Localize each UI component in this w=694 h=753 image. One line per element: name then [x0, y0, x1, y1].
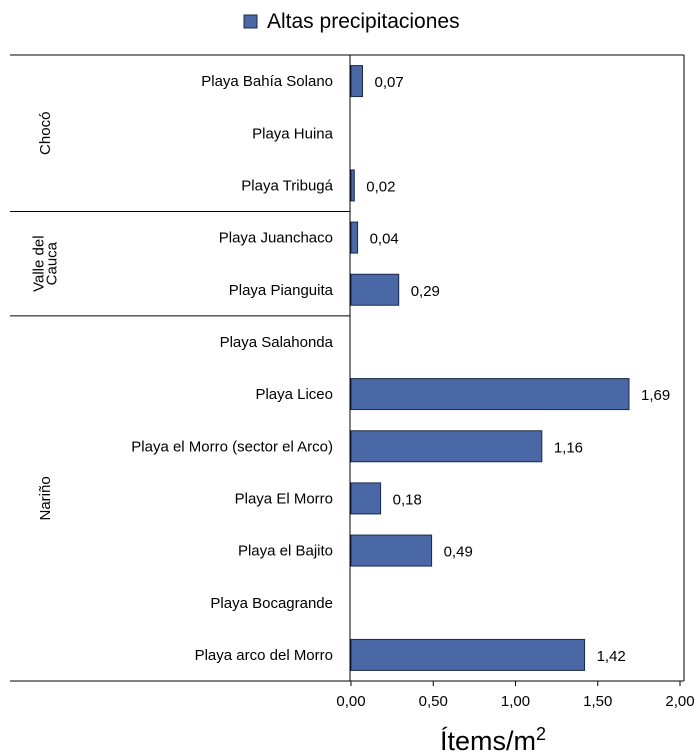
- data-labels: 0,07 0,02 0,04 0,29 1,69 1,16 0,18 0,49 1,42: [366, 74, 670, 665]
- data-label: 0,07: [375, 74, 404, 91]
- legend-swatch: [243, 14, 258, 29]
- group-label: Valle del: [31, 235, 48, 291]
- category-labels: Playa Bahía Solano Playa Huina Playa Tribu…: [131, 73, 333, 664]
- x-tick-label: 2,00: [665, 693, 694, 710]
- bar: [350, 273, 400, 306]
- group-label: Chocó: [37, 112, 54, 155]
- category-label: Playa Huina: [252, 125, 334, 142]
- data-label: 1,16: [554, 439, 583, 456]
- data-label: 0,02: [366, 178, 395, 195]
- bar: [350, 534, 433, 567]
- bars: [350, 65, 630, 671]
- data-label: 1,69: [641, 387, 670, 404]
- bar: [350, 65, 364, 98]
- group-label: Nariño: [37, 476, 54, 520]
- bar: [350, 482, 382, 515]
- category-label: Playa arco del Morro: [195, 647, 333, 664]
- category-label: Playa Juanchaco: [219, 230, 333, 247]
- bar: [350, 169, 355, 202]
- group-label: Cauca: [44, 241, 61, 285]
- data-label: 1,42: [597, 648, 626, 665]
- x-tick-label: 1,00: [501, 693, 530, 710]
- x-axis: 0,00 0,50 1,00 1,50 2,00: [336, 681, 694, 710]
- data-label: 0,04: [370, 231, 399, 248]
- category-label: Playa Pianguita: [229, 282, 334, 299]
- x-tick-label: 0,00: [336, 693, 365, 710]
- data-label: 0,18: [393, 491, 422, 508]
- data-label: 0,29: [411, 283, 440, 300]
- bar: [350, 430, 543, 463]
- bar: [350, 638, 586, 671]
- legend: Altas precipitaciones: [243, 10, 460, 33]
- x-tick-label: 1,50: [583, 693, 612, 710]
- category-label: Playa Liceo: [255, 386, 333, 403]
- category-label: Playa el Bajito: [238, 543, 333, 560]
- category-label: Playa Bocagrande: [210, 595, 333, 612]
- category-label: Playa Salahonda: [220, 334, 334, 351]
- category-label: Playa Tribugá: [241, 177, 333, 194]
- category-label: Playa El Morro: [235, 490, 333, 507]
- category-label: Playa el Morro (sector el Arco): [131, 438, 333, 455]
- bar: [350, 221, 359, 254]
- plot-frame: [10, 54, 685, 682]
- category-label: Playa Bahía Solano: [201, 73, 333, 90]
- x-tick-label: 0,50: [419, 693, 448, 710]
- x-axis-title: Ítems/m2: [440, 724, 546, 753]
- data-label: 0,49: [444, 544, 473, 561]
- bar: [350, 378, 630, 411]
- legend-label: Altas precipitaciones: [267, 10, 460, 33]
